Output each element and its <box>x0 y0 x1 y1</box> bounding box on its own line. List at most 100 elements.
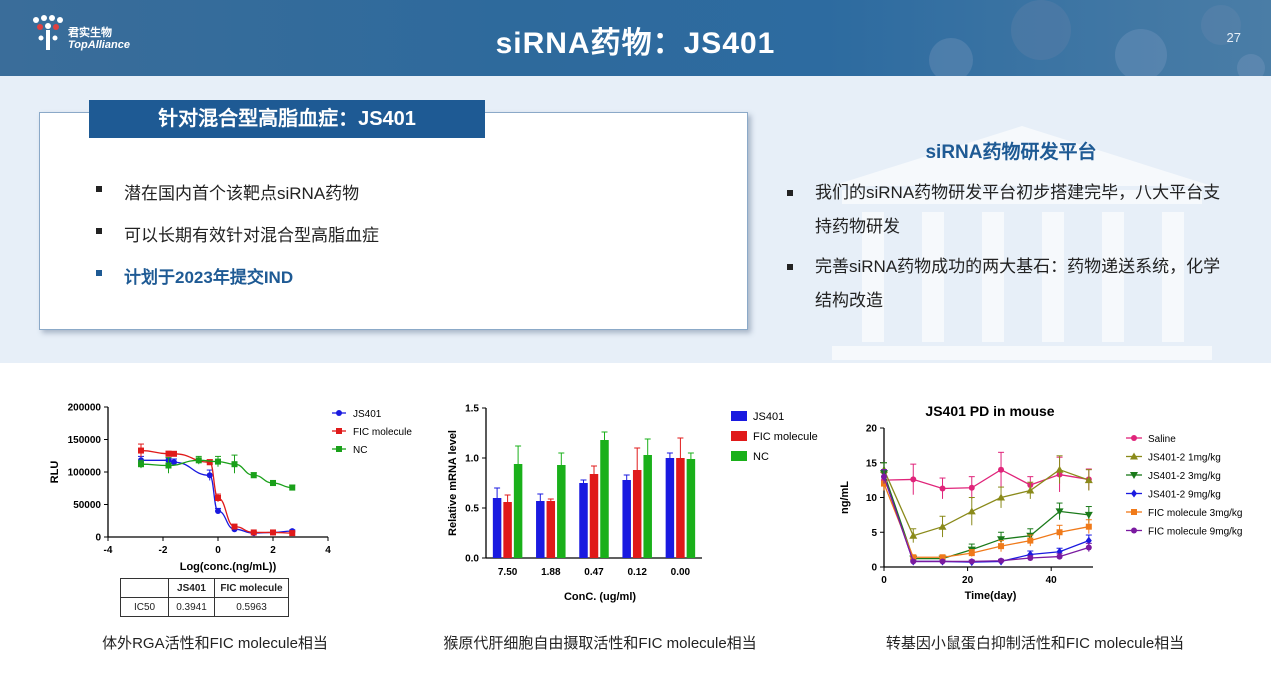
x-tick-label: 7.50 <box>498 567 518 578</box>
data-point <box>939 485 946 492</box>
x-tick-label: 0 <box>215 545 221 556</box>
logo-en: TopAlliance <box>68 39 130 51</box>
bar <box>557 465 566 558</box>
data-point <box>1131 489 1137 498</box>
x-tick-label: 4 <box>325 545 331 556</box>
legend-label: FIC molecule 9mg/kg <box>1148 527 1242 538</box>
legend-label: JS401-2 1mg/kg <box>1148 453 1221 464</box>
ic50-cell: 0.3941 <box>168 597 215 617</box>
data-point <box>1026 486 1035 494</box>
data-point <box>997 493 1006 501</box>
bar <box>632 470 642 558</box>
bullet-square-icon <box>96 186 102 192</box>
ic50-header-row: JS401 FIC molecule <box>120 578 289 598</box>
platform-bullet: 我们的siRNA药物研发平台初步搭建完毕，八大平台支持药物研发 <box>787 176 1237 244</box>
data-point <box>1055 465 1064 473</box>
bar <box>622 480 631 558</box>
y-tick-label: 150000 <box>68 435 102 446</box>
x-tick-label: 0.47 <box>584 567 604 578</box>
data-point <box>171 459 177 466</box>
y-axis-label: Relative mRNA level <box>447 430 459 536</box>
rga-dose-response-chart: 0 50000 100000 150000 200000 -4 -2 0 2 4 Log(conc.… <box>49 403 412 574</box>
data-point <box>289 484 296 491</box>
platform-bullet: 完善siRNA药物成功的两大基石：药物递送系统，化学结构改造 <box>787 250 1237 318</box>
data-point <box>967 507 976 515</box>
legend-label: NC <box>353 445 367 456</box>
legend-swatch <box>731 431 747 441</box>
x-tick-label: 2 <box>270 545 276 556</box>
x-tick-label: -2 <box>159 545 168 556</box>
data-point <box>270 529 276 536</box>
bar <box>513 464 523 558</box>
legend-label: JS401 <box>753 411 784 423</box>
legend-label: NC <box>753 451 769 463</box>
card-bullet-highlight: 计划于2023年提交IND <box>96 263 379 305</box>
series-line <box>883 472 1089 560</box>
ic50-cell: 0.5963 <box>214 597 289 617</box>
x-tick-label: 40 <box>1046 575 1058 586</box>
platform-title: siRNA药物研发平台 <box>925 142 1097 163</box>
bar <box>600 440 609 558</box>
data-point <box>939 558 946 565</box>
data-point <box>1131 527 1137 534</box>
y-tick-label: 50000 <box>73 500 101 511</box>
legend-label: Saline <box>1148 434 1176 445</box>
data-point <box>968 550 975 557</box>
data-point <box>206 472 213 479</box>
data-point <box>336 446 342 452</box>
series-line <box>883 476 1090 563</box>
caption-hepatocyte: 猴原代肝细胞自由摄取活性和FIC molecule相当 <box>443 635 757 652</box>
bar <box>503 502 512 558</box>
ic50-header-cell: FIC molecule <box>214 578 289 598</box>
data-point <box>910 554 917 561</box>
data-point <box>289 530 296 537</box>
js401-card <box>39 112 748 330</box>
bullet-square-icon <box>787 264 793 270</box>
data-point <box>215 458 221 465</box>
legend-label: FIC molecule <box>753 431 818 443</box>
y-tick-label: 0 <box>871 563 877 574</box>
card-bullet-text: 计划于2023年提交IND <box>124 268 294 287</box>
legend-label: JS401-2 9mg/kg <box>1148 490 1221 501</box>
card-bullet: 潜在国内首个该靶点siRNA药物 <box>96 179 379 221</box>
card-bullet-text: 可以长期有效针对混合型高脂血症 <box>124 226 379 245</box>
y-tick-label: 10 <box>866 493 878 504</box>
data-point <box>165 450 172 457</box>
header-bar: 君实生物 TopAlliance siRNA药物：JS401 27 <box>0 0 1271 76</box>
card-bullet: 可以长期有效针对混合型高脂血症 <box>96 221 379 263</box>
x-axis-label: Time(day) <box>965 590 1017 602</box>
bar <box>579 483 588 558</box>
data-point <box>1027 537 1034 544</box>
data-point <box>1027 554 1034 561</box>
data-point <box>1131 435 1137 441</box>
y-tick-label: 0.5 <box>465 504 479 515</box>
data-point <box>1084 511 1093 519</box>
caption-mouse: 转基因小鼠蛋白抑制活性和FIC molecule相当 <box>885 635 1185 652</box>
y-axis-label: RLU <box>49 461 61 484</box>
bar <box>492 498 502 558</box>
y-tick-label: 200000 <box>68 403 102 414</box>
ic50-cell: IC50 <box>120 597 169 617</box>
x-axis-label: ConC. (ug/ml) <box>564 591 636 603</box>
card-bullet-text: 潜在国内首个该靶点siRNA药物 <box>124 184 360 203</box>
data-point <box>138 447 144 454</box>
chart-title: JS401 PD in mouse <box>925 403 1054 419</box>
logo-icon <box>33 15 63 50</box>
data-point <box>336 410 342 416</box>
data-point <box>1131 509 1137 515</box>
data-point <box>939 554 946 561</box>
virus-decoration <box>929 0 1265 76</box>
company-logo: 君实生物 TopAlliance <box>30 14 140 58</box>
platform-bullet-text: 完善siRNA药物成功的两大基石：药物递送系统，化学结构改造 <box>815 257 1221 310</box>
data-point <box>881 473 887 480</box>
data-point <box>1085 536 1092 545</box>
x-tick-label: 0.00 <box>671 567 691 578</box>
x-tick-label: -4 <box>104 545 113 556</box>
logo-cn: 君实生物 <box>68 27 112 39</box>
data-point <box>909 531 918 539</box>
y-tick-label: 20 <box>866 424 878 435</box>
mrna-level-bar-chart: 0.0 0.5 1.0 1.5 Relative mRNA level 7.50 1.88 0… <box>447 404 818 604</box>
data-point <box>206 459 213 466</box>
bar <box>665 458 675 558</box>
data-point <box>1056 553 1063 560</box>
